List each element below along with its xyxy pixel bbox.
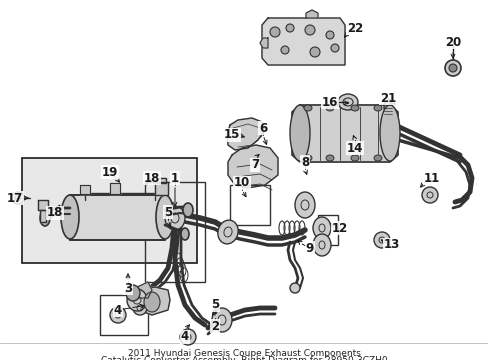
Ellipse shape xyxy=(383,100,391,114)
Polygon shape xyxy=(135,282,152,298)
Text: 8: 8 xyxy=(300,156,308,168)
Ellipse shape xyxy=(281,46,288,54)
Text: 10: 10 xyxy=(233,176,250,189)
Ellipse shape xyxy=(12,192,24,204)
Polygon shape xyxy=(227,145,278,188)
Bar xyxy=(70,195,164,240)
Ellipse shape xyxy=(181,228,189,240)
Polygon shape xyxy=(260,38,267,48)
Text: 1: 1 xyxy=(171,171,179,184)
Polygon shape xyxy=(155,182,168,195)
Text: 4: 4 xyxy=(181,330,189,343)
Text: 14: 14 xyxy=(346,141,363,154)
Text: 5: 5 xyxy=(163,206,172,219)
Bar xyxy=(145,182,204,282)
Ellipse shape xyxy=(156,195,174,239)
Polygon shape xyxy=(40,210,46,222)
Ellipse shape xyxy=(126,285,140,301)
Text: 18: 18 xyxy=(143,171,160,184)
Ellipse shape xyxy=(373,105,381,111)
Polygon shape xyxy=(226,118,264,150)
Text: 17: 17 xyxy=(7,192,23,204)
Ellipse shape xyxy=(312,217,330,239)
Text: 6: 6 xyxy=(258,122,266,135)
Text: 5: 5 xyxy=(210,298,219,311)
Ellipse shape xyxy=(218,220,238,244)
Polygon shape xyxy=(110,183,120,194)
Text: 16: 16 xyxy=(321,95,338,108)
Ellipse shape xyxy=(330,44,338,52)
Ellipse shape xyxy=(212,308,231,332)
Bar xyxy=(317,215,337,245)
Bar xyxy=(100,295,148,335)
Ellipse shape xyxy=(180,329,196,345)
Ellipse shape xyxy=(183,203,193,217)
Polygon shape xyxy=(38,200,48,210)
Text: 7: 7 xyxy=(250,158,259,171)
Text: 3: 3 xyxy=(123,282,132,294)
Ellipse shape xyxy=(110,307,126,323)
Text: 21: 21 xyxy=(379,91,395,104)
Text: 11: 11 xyxy=(423,171,439,184)
Ellipse shape xyxy=(350,105,358,111)
Ellipse shape xyxy=(143,292,160,312)
Text: 9: 9 xyxy=(305,242,313,255)
Ellipse shape xyxy=(294,192,314,218)
Ellipse shape xyxy=(304,105,311,111)
Text: 18: 18 xyxy=(47,207,63,220)
Ellipse shape xyxy=(373,232,389,248)
Text: 13: 13 xyxy=(383,238,399,252)
Bar xyxy=(22,158,197,263)
Polygon shape xyxy=(291,105,397,162)
Ellipse shape xyxy=(269,27,280,37)
Ellipse shape xyxy=(61,195,79,239)
Polygon shape xyxy=(157,178,165,183)
Ellipse shape xyxy=(309,47,319,57)
Ellipse shape xyxy=(289,105,309,161)
Ellipse shape xyxy=(304,155,311,161)
Ellipse shape xyxy=(325,105,333,111)
Text: 2: 2 xyxy=(210,320,219,333)
Ellipse shape xyxy=(421,187,437,203)
Ellipse shape xyxy=(305,25,314,35)
Text: 20: 20 xyxy=(444,36,460,49)
Text: 2011 Hyundai Genesis Coupe Exhaust Components: 2011 Hyundai Genesis Coupe Exhaust Compo… xyxy=(127,349,360,358)
Polygon shape xyxy=(135,287,170,315)
Text: 15: 15 xyxy=(224,129,240,141)
Text: 4: 4 xyxy=(114,303,122,316)
Bar xyxy=(229,185,269,225)
Ellipse shape xyxy=(337,94,357,110)
Ellipse shape xyxy=(289,283,299,293)
Polygon shape xyxy=(262,18,345,65)
Ellipse shape xyxy=(285,24,293,32)
Text: 19: 19 xyxy=(102,166,118,179)
Ellipse shape xyxy=(325,155,333,161)
Text: 12: 12 xyxy=(331,221,347,234)
Ellipse shape xyxy=(164,206,184,230)
Ellipse shape xyxy=(448,64,456,72)
Ellipse shape xyxy=(379,105,399,161)
Polygon shape xyxy=(305,10,317,18)
Polygon shape xyxy=(80,185,90,194)
Ellipse shape xyxy=(312,234,330,256)
Ellipse shape xyxy=(325,31,333,39)
Ellipse shape xyxy=(444,60,460,76)
Ellipse shape xyxy=(350,155,358,161)
Ellipse shape xyxy=(40,210,50,226)
Text: Catalytic Converter Assembly, Right Diagram for 28950-3CZH0: Catalytic Converter Assembly, Right Diag… xyxy=(101,356,386,360)
Ellipse shape xyxy=(133,301,147,315)
Text: 22: 22 xyxy=(346,22,363,35)
Ellipse shape xyxy=(127,289,147,311)
Ellipse shape xyxy=(373,155,381,161)
